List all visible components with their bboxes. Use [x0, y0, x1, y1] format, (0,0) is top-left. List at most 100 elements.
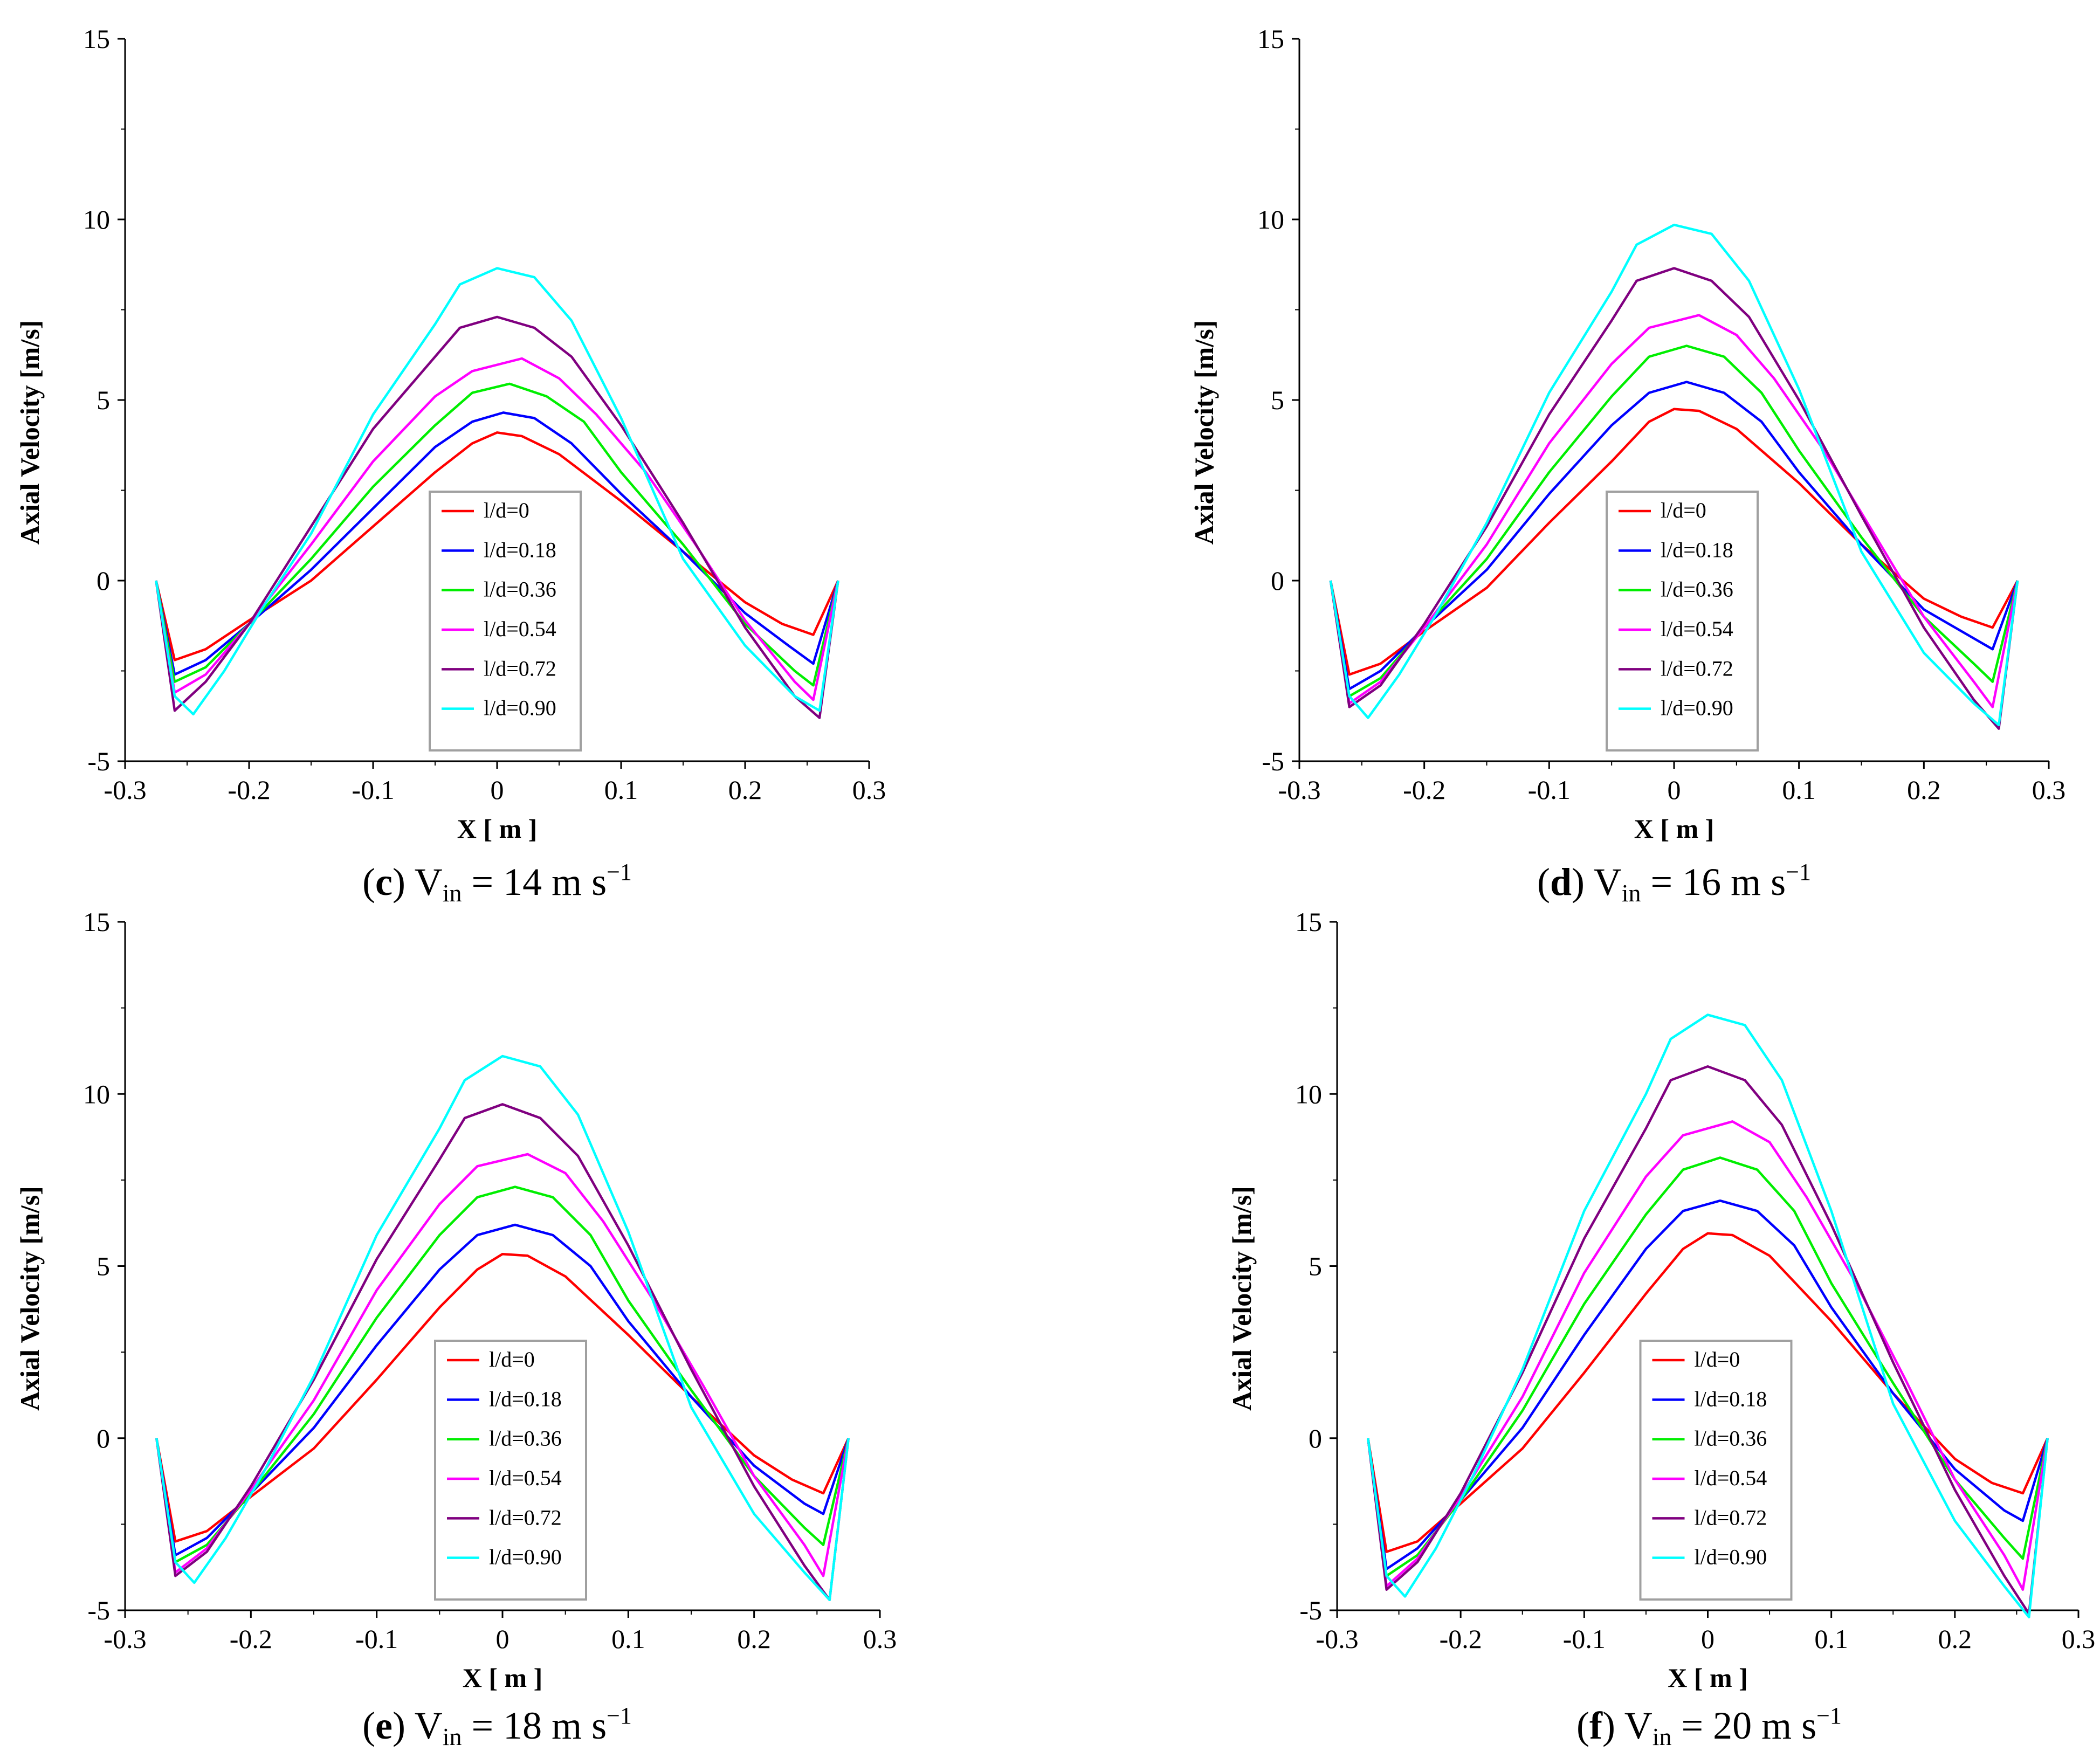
x-axis-title: X [ m ]	[463, 1663, 543, 1693]
x-tick-label: -0.3	[1278, 775, 1320, 805]
series-line-l-d-0-72	[155, 1103, 850, 1602]
legend-box	[429, 491, 582, 752]
x-tick-label: 0.2	[1938, 1624, 1972, 1654]
legend-label: l/d=0.18	[489, 1387, 562, 1411]
series-line-l-d-0-18	[1329, 381, 2019, 691]
x-tick-label: 0.2	[1907, 775, 1941, 805]
y-axis-title: Axial Velocity [m/s]	[15, 1186, 45, 1411]
chart-panel-f: -5 0 5 10 15 -0.3 -0.2 -0.1 0 0.1 0.2 0.3 X [ m ] Axi…	[1227, 907, 2095, 1750]
x-axis-title: X [ m ]	[457, 813, 538, 844]
x-tick-label: 0.1	[1814, 1624, 1848, 1654]
legend-label: l/d=0	[484, 498, 529, 522]
y-tick-label: 10	[83, 204, 110, 235]
x-tick-label: -0.2	[1403, 775, 1445, 805]
legend-label: l/d=0.18	[1695, 1387, 1767, 1411]
x-tick-label: 0	[1668, 775, 1681, 805]
x-tick-label: 0.3	[2032, 775, 2066, 805]
x-tick-label: -0.3	[1316, 1624, 1358, 1654]
panel-caption: (d) Vin = 16 m s−1	[1537, 859, 1811, 907]
y-tick-label: 5	[97, 385, 110, 415]
legend-label: l/d=0.36	[1695, 1426, 1767, 1451]
x-tick-label: 0	[496, 1624, 509, 1654]
y-tick-label: 15	[83, 24, 110, 54]
x-tick-label: -0.1	[355, 1624, 398, 1654]
legend-label: l/d=0.54	[1695, 1466, 1767, 1490]
x-tick-label: 0.3	[852, 775, 886, 805]
y-tick-label: 10	[1295, 1079, 1322, 1109]
y-tick-label: 15	[1295, 907, 1322, 937]
y-tick-label: -5	[87, 746, 110, 776]
series-line-l-d-0-90	[1329, 223, 2019, 727]
legend-label: l/d=0.54	[484, 617, 556, 641]
y-tick-label: -5	[87, 1595, 110, 1625]
y-tick-label: 15	[83, 907, 110, 937]
legend-label: l/d=0	[489, 1347, 535, 1371]
legend-label: l/d=0.36	[484, 577, 556, 602]
legend-label: l/d=0.90	[1695, 1545, 1767, 1569]
series-line-l-d-0-72	[1367, 1065, 2049, 1615]
legend-label: l/d=0.54	[1661, 617, 1733, 641]
legend-label: l/d=0.18	[484, 537, 556, 562]
legend-label: l/d=0.90	[489, 1545, 562, 1569]
series-line-l-d-0-72	[155, 315, 839, 719]
y-tick-label: 0	[1271, 566, 1284, 596]
x-tick-label: -0.3	[104, 775, 146, 805]
legend-label: l/d=0.72	[484, 656, 556, 680]
y-tick-label: -5	[1299, 1595, 1322, 1625]
y-tick-label: 0	[97, 1423, 110, 1453]
x-tick-label: 0	[491, 775, 504, 805]
x-tick-label: -0.1	[1563, 1624, 1606, 1654]
legend-label: l/d=0.18	[1661, 537, 1733, 562]
x-tick-label: 0.1	[611, 1624, 645, 1654]
y-tick-label: 10	[1257, 204, 1284, 235]
legend-label: l/d=0.72	[489, 1505, 562, 1529]
y-tick-label: 10	[83, 1079, 110, 1109]
legend-label: l/d=0.36	[489, 1426, 562, 1451]
y-axis-title: Axial Velocity [m/s]	[15, 320, 45, 545]
y-tick-label: 5	[1309, 1251, 1322, 1281]
chart-panel-d: -5 0 5 10 15 -0.3 -0.2 -0.1 0 0.1 0.2 0.3 X [ m ] Axi…	[1189, 24, 2065, 907]
y-axis-title: Axial Velocity [m/s]	[1227, 1186, 1257, 1411]
x-tick-label: -0.1	[352, 775, 394, 805]
series-line-l-d-0-18	[155, 411, 839, 676]
legend-box	[434, 1340, 587, 1601]
y-tick-label: 15	[1257, 24, 1284, 54]
x-tick-label: -0.2	[228, 775, 270, 805]
x-tick-label: 0.3	[2062, 1624, 2096, 1654]
legend-label: l/d=0.90	[484, 696, 556, 720]
y-tick-label: 0	[97, 566, 110, 596]
series-line-l-d-0-90	[155, 267, 839, 716]
legend-label: l/d=0.90	[1661, 696, 1733, 720]
series-line-l-d-0-54	[155, 357, 839, 701]
legend-label: l/d=0	[1695, 1347, 1740, 1371]
y-axis-title: Axial Velocity [m/s]	[1189, 320, 1219, 545]
x-tick-label: 0.1	[1782, 775, 1816, 805]
x-tick-label: 0	[1701, 1624, 1715, 1654]
panel-caption: (f) Vin = 20 m s−1	[1576, 1702, 1842, 1750]
legend-label: l/d=0.54	[489, 1466, 562, 1490]
x-tick-label: -0.1	[1528, 775, 1571, 805]
chart-panel-c: -5 0 5 10 15 -0.3 -0.2 -0.1 0 0.1 0.2 0.3 X [ m ] Axi…	[15, 24, 886, 907]
series-line-l-d-0	[155, 431, 839, 661]
legend-label: l/d=0	[1661, 498, 1706, 522]
x-tick-label: 0.1	[604, 775, 638, 805]
series-line-l-d-0-90	[155, 1054, 850, 1602]
x-tick-label: -0.2	[230, 1624, 272, 1654]
series-line-l-d-0-72	[1329, 267, 2019, 730]
panel-caption: (c) Vin = 14 m s−1	[362, 859, 632, 907]
series-line-l-d-0-90	[1367, 1014, 2049, 1619]
x-tick-label: -0.3	[104, 1624, 146, 1654]
x-tick-label: 0.2	[737, 1624, 771, 1654]
y-tick-label: 0	[1309, 1423, 1322, 1453]
x-tick-label: 0.3	[863, 1624, 897, 1654]
legend-label: l/d=0.36	[1661, 577, 1733, 602]
panel-caption: (e) Vin = 18 m s−1	[362, 1702, 632, 1750]
legend-label: l/d=0.72	[1695, 1505, 1767, 1529]
legend-label: l/d=0.72	[1661, 656, 1733, 680]
legend-box	[1606, 491, 1759, 752]
x-tick-label: -0.2	[1440, 1624, 1482, 1654]
x-axis-title: X [ m ]	[1634, 813, 1715, 844]
x-axis-title: X [ m ]	[1668, 1663, 1748, 1693]
x-tick-label: 0.2	[728, 775, 762, 805]
